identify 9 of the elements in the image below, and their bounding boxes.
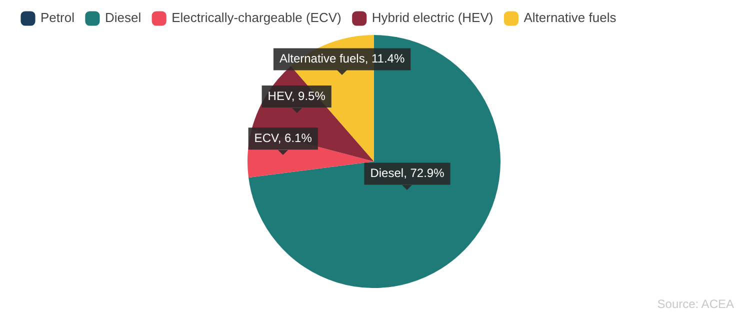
legend-label: Petrol <box>40 10 75 26</box>
data-label: HEV, 9.5% <box>268 88 326 103</box>
data-label: Alternative fuels, 11.4% <box>279 52 405 66</box>
legend-label: Alternative fuels <box>524 10 617 26</box>
data-label: Diesel, 72.9% <box>370 166 445 180</box>
data-label: ECV, 6.1% <box>254 130 312 145</box>
legend-label: Electrically-chargeable (ECV) <box>172 10 342 26</box>
legend-label: Diesel <box>104 10 142 26</box>
legend-label: Hybrid electric (HEV) <box>372 10 494 26</box>
